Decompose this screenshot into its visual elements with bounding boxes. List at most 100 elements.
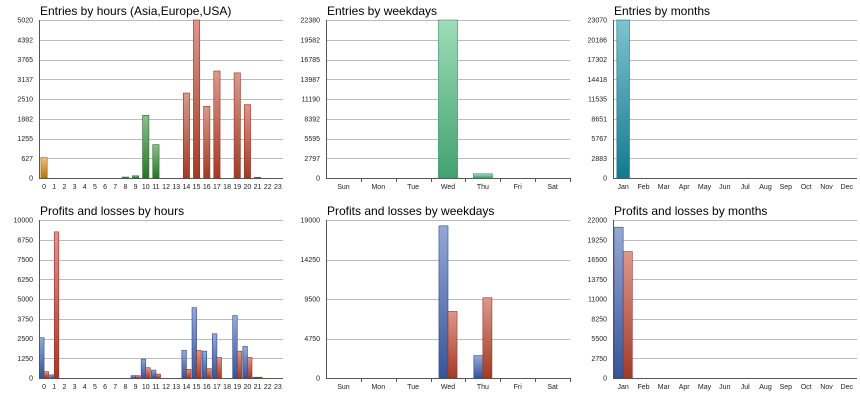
x-tick-label: Jan xyxy=(618,384,629,391)
y-tick-label: 3750 xyxy=(17,316,33,323)
bar-blue xyxy=(232,315,238,379)
chart-title: Entries by hours (Asia,Europe,USA) xyxy=(40,4,231,18)
bar-red xyxy=(622,251,633,379)
x-tick-label: 22 xyxy=(264,184,272,191)
bar xyxy=(142,115,150,179)
y-tick-label: 17302 xyxy=(588,57,608,64)
x-tick-label: Sun xyxy=(337,184,350,191)
x-tick-label: 0 xyxy=(42,384,46,391)
x-tick-label: Jun xyxy=(719,384,730,391)
x-tick-label: 6 xyxy=(103,184,107,191)
x-tick-label: Feb xyxy=(637,184,649,191)
y-tick-label: 16785 xyxy=(301,57,321,64)
y-tick-label: 13750 xyxy=(588,277,608,284)
x-tick-label: Mon xyxy=(371,384,385,391)
x-tick-label: Wed xyxy=(441,384,455,391)
x-tick-label: Aug xyxy=(759,384,772,391)
x-tick-label: 20 xyxy=(244,384,252,391)
bar-blue xyxy=(242,346,248,379)
bar-red xyxy=(447,311,458,379)
bar-blue xyxy=(151,369,157,379)
bar-red xyxy=(216,357,222,379)
y-tick-label: 0 xyxy=(603,376,607,383)
bar-red xyxy=(135,375,141,379)
entries-by-months-chart: Entries by months 0 2883 5767 8651 11535 1441… xyxy=(588,4,857,191)
x-tick-label: 2 xyxy=(62,384,66,391)
x-tick-label: Jan xyxy=(618,184,629,191)
bar-red xyxy=(482,297,493,379)
x-tick-label: Sep xyxy=(780,384,793,391)
bar-red xyxy=(196,350,202,379)
bar-blue xyxy=(39,337,45,379)
bar-blue xyxy=(438,225,449,379)
y-tick-label: 0 xyxy=(29,376,33,383)
x-tick-label: Fri xyxy=(514,184,523,191)
x-tick-label: 5 xyxy=(93,184,97,191)
x-tick-label: 3 xyxy=(73,184,77,191)
x-tick-label: 18 xyxy=(223,384,231,391)
bar-red xyxy=(236,350,243,379)
bar xyxy=(121,176,129,179)
x-tick-label: Jul xyxy=(741,184,750,191)
entries-by-weekdays-chart: Entries by weekdays 0 2797 5595 8392 11190 13… xyxy=(301,4,571,191)
x-tick-label: 15 xyxy=(193,384,201,391)
bar-blue xyxy=(181,350,187,379)
bar-blue xyxy=(613,226,624,379)
y-tick-label: 11000 xyxy=(588,297,607,304)
chart-title: Profits and losses by months xyxy=(614,204,767,218)
x-tick-label: 15 xyxy=(193,184,201,191)
bar xyxy=(203,105,211,179)
bar-red xyxy=(145,367,151,379)
bar-red xyxy=(206,368,212,379)
y-tick-label: 2797 xyxy=(304,156,320,163)
bar-blue xyxy=(140,358,147,379)
x-tick-label: Fri xyxy=(514,384,523,391)
y-tick-label: 5020 xyxy=(17,18,33,25)
bar xyxy=(254,177,262,179)
x-tick-label: Nov xyxy=(820,384,833,391)
y-tick-label: 2750 xyxy=(591,356,607,363)
y-tick-label: 0 xyxy=(316,376,320,383)
y-tick-label: 6250 xyxy=(17,277,33,284)
bar xyxy=(40,157,48,179)
x-tick-label: Apr xyxy=(679,184,691,191)
x-tick-label: 10 xyxy=(142,184,150,191)
y-tick-label: 5595 xyxy=(304,136,320,143)
bar-blue xyxy=(49,374,55,379)
bar-blue xyxy=(252,376,258,379)
x-tick-label: 13 xyxy=(172,384,180,391)
x-tick-label: Dec xyxy=(841,184,854,191)
x-tick-label: Mar xyxy=(658,184,671,191)
bar xyxy=(193,19,201,179)
x-tick-label: 4 xyxy=(83,184,87,191)
bar-blue xyxy=(191,307,197,379)
x-tick-label: May xyxy=(698,184,712,191)
x-tick-label: 11 xyxy=(152,384,159,391)
profits-losses-by-hours-chart: Profits and losses by hours 012502500375… xyxy=(14,204,283,391)
bar-blue xyxy=(473,355,484,379)
y-tick-label: 5500 xyxy=(591,336,607,343)
y-tick-label: 2883 xyxy=(591,156,607,163)
x-tick-label: Mar xyxy=(658,384,671,391)
y-tick-label: 1882 xyxy=(17,116,33,123)
x-tick-label: 14 xyxy=(183,384,191,391)
y-tick-label: 14250 xyxy=(301,257,321,264)
x-tick-label: 20 xyxy=(244,184,252,191)
x-tick-label: Jul xyxy=(741,384,750,391)
x-tick-label: 17 xyxy=(213,384,221,391)
x-tick-label: 1 xyxy=(52,184,56,191)
x-tick-label: Sep xyxy=(780,184,793,191)
y-tick-label: 5767 xyxy=(591,136,607,143)
y-tick-label: 3765 xyxy=(17,57,33,64)
x-tick-label: Aug xyxy=(759,184,772,191)
bar xyxy=(438,19,458,179)
x-tick-label: Tue xyxy=(407,384,419,391)
x-tick-label: 8 xyxy=(123,384,127,391)
x-tick-label: 9 xyxy=(134,184,138,191)
x-tick-label: Wed xyxy=(441,184,455,191)
y-tick-label: 14418 xyxy=(588,77,608,84)
x-tick-label: Tue xyxy=(407,184,419,191)
profits-losses-by-months-chart: Profits and losses by months 0 2750 5500 82… xyxy=(588,204,857,391)
chart-title: Entries by months xyxy=(614,4,710,18)
x-tick-label: 5 xyxy=(93,384,97,391)
